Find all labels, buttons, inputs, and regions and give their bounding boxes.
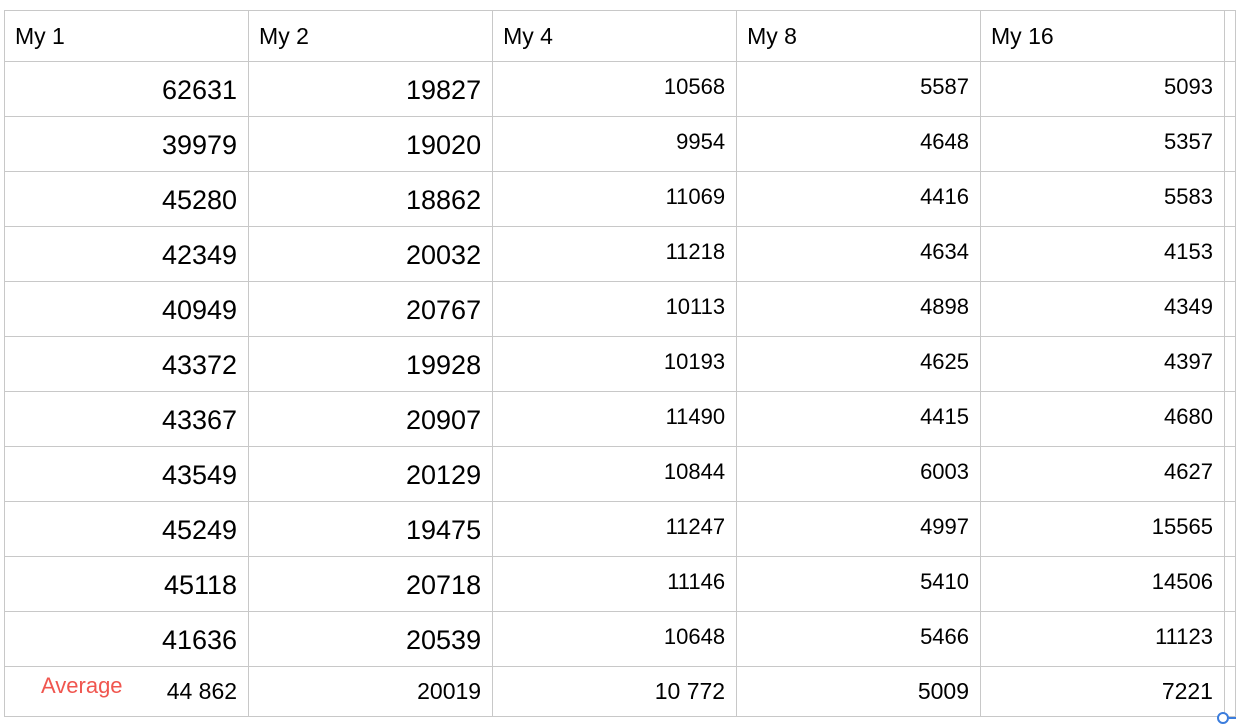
table-row: 39979 19020 9954 4648 5357 (3, 116, 1236, 172)
table-cell[interactable]: 4680 (980, 391, 1225, 447)
table-cell[interactable]: 19928 (248, 336, 494, 392)
table-row: 45280 18862 11069 4416 5583 (3, 171, 1236, 227)
empty-cell[interactable] (1223, 10, 1236, 62)
empty-cell[interactable] (1223, 556, 1236, 612)
table-cell[interactable]: 11146 (492, 556, 738, 612)
empty-cell[interactable] (1223, 391, 1236, 447)
table-cell[interactable]: 10568 (492, 61, 738, 117)
table-cell[interactable]: 6003 (736, 446, 982, 502)
empty-cell[interactable] (1223, 446, 1236, 502)
table-cell[interactable]: 5583 (980, 171, 1225, 227)
empty-cell[interactable] (1223, 611, 1236, 667)
table-cell[interactable]: 4415 (736, 391, 982, 447)
table-cell[interactable]: 41636 (3, 611, 250, 667)
table-cell[interactable]: 4997 (736, 501, 982, 557)
average-cell[interactable]: 5009 (736, 666, 982, 717)
table-cell[interactable]: 42349 (3, 226, 250, 282)
table-row: 40949 20767 10113 4898 4349 (3, 281, 1236, 337)
table-cell[interactable]: 11069 (492, 171, 738, 227)
table-cell[interactable]: 43549 (3, 446, 250, 502)
table-row: 43549 20129 10844 6003 4627 (3, 446, 1236, 502)
table-cell[interactable]: 4627 (980, 446, 1225, 502)
table-cell[interactable]: 10113 (492, 281, 738, 337)
empty-cell[interactable] (1223, 666, 1236, 717)
table-cell[interactable]: 4397 (980, 336, 1225, 392)
table-cell[interactable]: 4634 (736, 226, 982, 282)
header-row: My 1 My 2 My 4 My 8 My 16 (3, 10, 1236, 62)
table-cell[interactable]: 43372 (3, 336, 250, 392)
table-cell[interactable]: 9954 (492, 116, 738, 172)
table-row: 62631 19827 10568 5587 5093 (3, 61, 1236, 117)
average-cell[interactable]: 10 772 (492, 666, 738, 717)
selection-handle-line (1229, 717, 1236, 719)
table-row: 45118 20718 11146 5410 14506 (3, 556, 1236, 612)
selection-handle[interactable] (1217, 712, 1229, 724)
spreadsheet-grid: My 1 My 2 My 4 My 8 My 16 62631 19827 10568 5587… (3, 10, 1236, 717)
average-cell[interactable]: 20019 (248, 666, 494, 717)
table-cell[interactable]: 62631 (3, 61, 250, 117)
table-cell[interactable]: 20907 (248, 391, 494, 447)
table-cell[interactable]: 10193 (492, 336, 738, 392)
table-cell[interactable]: 19475 (248, 501, 494, 557)
table-cell[interactable]: 11123 (980, 611, 1225, 667)
table-cell[interactable]: 18862 (248, 171, 494, 227)
table-cell[interactable]: 4898 (736, 281, 982, 337)
empty-cell[interactable] (1223, 501, 1236, 557)
empty-cell[interactable] (1223, 281, 1236, 337)
header-cell[interactable]: My 16 (980, 10, 1225, 62)
empty-cell[interactable] (1223, 61, 1236, 117)
table-cell[interactable]: 10648 (492, 611, 738, 667)
table-cell[interactable]: 4153 (980, 226, 1225, 282)
table-cell[interactable]: 10844 (492, 446, 738, 502)
table-cell[interactable]: 40949 (3, 281, 250, 337)
empty-cell[interactable] (1223, 171, 1236, 227)
table-row: 43367 20907 11490 4415 4680 (3, 391, 1236, 447)
average-row: Average 44 862 20019 10 772 5009 7221 (3, 666, 1236, 717)
table-cell[interactable]: 19020 (248, 116, 494, 172)
table-cell[interactable]: 20767 (248, 281, 494, 337)
table-cell[interactable]: 20129 (248, 446, 494, 502)
table-body: My 1 My 2 My 4 My 8 My 16 62631 19827 10568 5587… (3, 10, 1236, 717)
table-cell[interactable]: 11218 (492, 226, 738, 282)
table-row: 41636 20539 10648 5466 11123 (3, 611, 1236, 667)
table-cell[interactable]: 45280 (3, 171, 250, 227)
table-cell[interactable]: 43367 (3, 391, 250, 447)
table-cell[interactable]: 20032 (248, 226, 494, 282)
average-cell[interactable]: 7221 (980, 666, 1225, 717)
table-cell[interactable]: 4625 (736, 336, 982, 392)
empty-cell[interactable] (1223, 336, 1236, 392)
table-cell[interactable]: 5410 (736, 556, 982, 612)
table-cell[interactable]: 5357 (980, 116, 1225, 172)
table-cell[interactable]: 5466 (736, 611, 982, 667)
table-cell[interactable]: 11247 (492, 501, 738, 557)
table-row: 43372 19928 10193 4625 4397 (3, 336, 1236, 392)
table-cell[interactable]: 45249 (3, 501, 250, 557)
table-cell[interactable]: 45118 (3, 556, 250, 612)
empty-cell[interactable] (1223, 226, 1236, 282)
table-row: 42349 20032 11218 4634 4153 (3, 226, 1236, 282)
average-value: 44 862 (166, 678, 238, 704)
table-cell[interactable]: 19827 (248, 61, 494, 117)
table-cell[interactable]: 4648 (736, 116, 982, 172)
header-cell[interactable]: My 8 (736, 10, 982, 62)
header-cell[interactable]: My 4 (492, 10, 738, 62)
average-cell[interactable]: Average 44 862 (3, 666, 250, 717)
table-cell[interactable]: 5093 (980, 61, 1225, 117)
table-cell[interactable]: 4416 (736, 171, 982, 227)
average-label: Average (41, 673, 123, 698)
header-cell[interactable]: My 1 (3, 10, 250, 62)
header-cell[interactable]: My 2 (248, 10, 494, 62)
table-cell[interactable]: 5587 (736, 61, 982, 117)
table-cell[interactable]: 11490 (492, 391, 738, 447)
table-cell[interactable]: 20539 (248, 611, 494, 667)
data-table: My 1 My 2 My 4 My 8 My 16 62631 19827 10568 5587… (3, 10, 1236, 717)
table-cell[interactable]: 14506 (980, 556, 1225, 612)
table-row: 45249 19475 11247 4997 15565 (3, 501, 1236, 557)
table-cell[interactable]: 20718 (248, 556, 494, 612)
empty-cell[interactable] (1223, 116, 1236, 172)
table-cell[interactable]: 39979 (3, 116, 250, 172)
table-cell[interactable]: 15565 (980, 501, 1225, 557)
table-cell[interactable]: 4349 (980, 281, 1225, 337)
